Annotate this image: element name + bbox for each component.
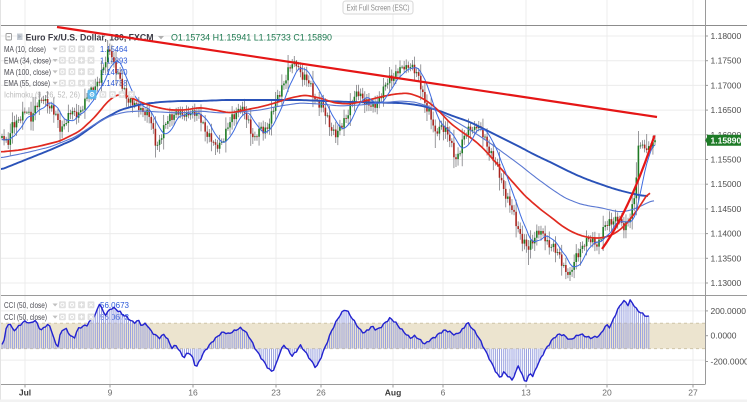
svg-text:1.16500: 1.16500 bbox=[711, 105, 742, 115]
svg-text:1.15464: 1.15464 bbox=[100, 44, 128, 54]
svg-text:1.15000: 1.15000 bbox=[711, 179, 742, 189]
svg-text:23: 23 bbox=[271, 388, 281, 398]
svg-text:O1.15734 H1.15941 L1.15733: O1.15734 H1.15941 L1.15733 C1.15890 bbox=[171, 33, 332, 43]
svg-text:0.0000: 0.0000 bbox=[711, 331, 737, 341]
svg-text:Exit Full Screen (ESC): Exit Full Screen (ESC) bbox=[347, 3, 410, 13]
svg-text:9: 9 bbox=[108, 388, 113, 398]
svg-text:EMA (55, close): EMA (55, close) bbox=[4, 78, 50, 88]
svg-text:200.0000: 200.0000 bbox=[711, 306, 747, 316]
svg-text:1.13500: 1.13500 bbox=[711, 253, 742, 263]
svg-text:1.17000: 1.17000 bbox=[711, 80, 742, 90]
svg-text:56.0673: 56.0673 bbox=[100, 300, 129, 310]
svg-text:MA (10, close): MA (10, close) bbox=[4, 44, 46, 54]
svg-text:1.14740: 1.14740 bbox=[100, 67, 128, 77]
svg-text:6: 6 bbox=[441, 388, 446, 398]
svg-text:27: 27 bbox=[688, 388, 698, 398]
svg-text:26: 26 bbox=[316, 388, 326, 398]
svg-text:1.15500: 1.15500 bbox=[711, 155, 742, 165]
svg-text:1.14500: 1.14500 bbox=[711, 204, 742, 214]
svg-text:1.18000: 1.18000 bbox=[711, 31, 742, 41]
svg-text:16: 16 bbox=[188, 388, 198, 398]
svg-text:EMA (34, close): EMA (34, close) bbox=[4, 55, 51, 65]
svg-text:-200.0000: -200.0000 bbox=[711, 357, 747, 367]
svg-text:Ichimoku (9, 26, 52, 26): Ichimoku (9, 26, 52, 26) bbox=[4, 90, 80, 100]
svg-text:Aug: Aug bbox=[385, 388, 402, 398]
svg-text:1.14000: 1.14000 bbox=[711, 229, 742, 239]
svg-text:13: 13 bbox=[521, 388, 531, 398]
svg-text:1.14738: 1.14738 bbox=[100, 78, 128, 88]
svg-text:CCI (50, close): CCI (50, close) bbox=[4, 300, 47, 310]
svg-text:MA (100, close): MA (100, close) bbox=[4, 67, 51, 77]
svg-text:56.0673: 56.0673 bbox=[100, 312, 129, 322]
svg-text:Jul: Jul bbox=[19, 388, 31, 398]
svg-text:1.15890: 1.15890 bbox=[711, 135, 742, 145]
svg-text:CCI (50, close): CCI (50, close) bbox=[4, 312, 47, 322]
svg-text:20: 20 bbox=[602, 388, 612, 398]
svg-text:1.13000: 1.13000 bbox=[711, 278, 742, 288]
svg-text:Euro Fx/U.S. Dollar, 180, FXCM: Euro Fx/U.S. Dollar, 180, FXCM bbox=[26, 33, 154, 44]
svg-text:1.17500: 1.17500 bbox=[711, 56, 742, 66]
